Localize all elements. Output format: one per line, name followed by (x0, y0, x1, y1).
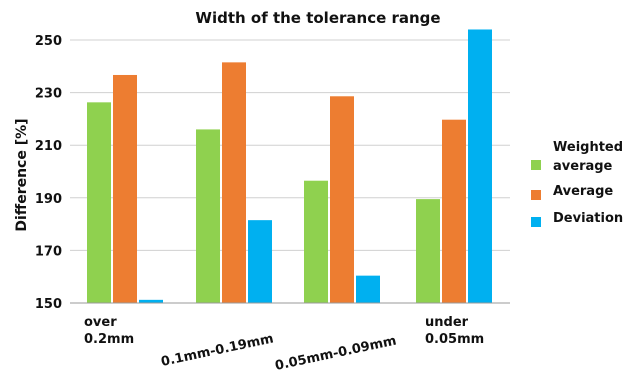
bars (87, 29, 492, 304)
y-tick-label: 170 (35, 244, 62, 259)
bar-average (222, 62, 246, 304)
bar-deviation (356, 275, 380, 303)
x-tick-label: under 0.05mm (425, 315, 484, 347)
chart-title: Width of the tolerance range (195, 9, 440, 27)
y-axis-label: Difference [%] (14, 118, 30, 231)
legend-label: Weighted average (553, 140, 623, 174)
x-tick-label: 0.1mm-0.19mm (160, 331, 275, 370)
legend-label: Deviation (553, 211, 623, 226)
bar-weighted-average (87, 102, 111, 304)
x-tick-label: over 0.2mm (84, 315, 134, 347)
bar-deviation (468, 29, 492, 303)
legend-label: Average (553, 184, 613, 199)
y-tick-label: 190 (35, 192, 62, 207)
bar-weighted-average (304, 180, 328, 303)
legend-swatch (531, 217, 541, 227)
legend-swatch (531, 190, 541, 200)
bar-average (113, 74, 137, 303)
y-tick-label: 250 (35, 34, 62, 49)
y-axis-ticks: 150 170 190 210 230 250 (35, 34, 62, 312)
legend: Weighted average Average Deviation (531, 140, 623, 227)
y-tick-label: 150 (35, 297, 62, 312)
legend-swatch (531, 160, 541, 170)
bar-deviation (139, 299, 163, 303)
x-tick-label: 0.05mm-0.09mm (274, 334, 398, 374)
bar-deviation (248, 220, 272, 303)
y-tick-label: 230 (35, 87, 62, 102)
bar-average (442, 119, 466, 304)
bar-weighted-average (196, 129, 220, 303)
y-tick-label: 210 (35, 139, 62, 154)
bar-average (330, 96, 354, 303)
bar-weighted-average (416, 199, 440, 303)
